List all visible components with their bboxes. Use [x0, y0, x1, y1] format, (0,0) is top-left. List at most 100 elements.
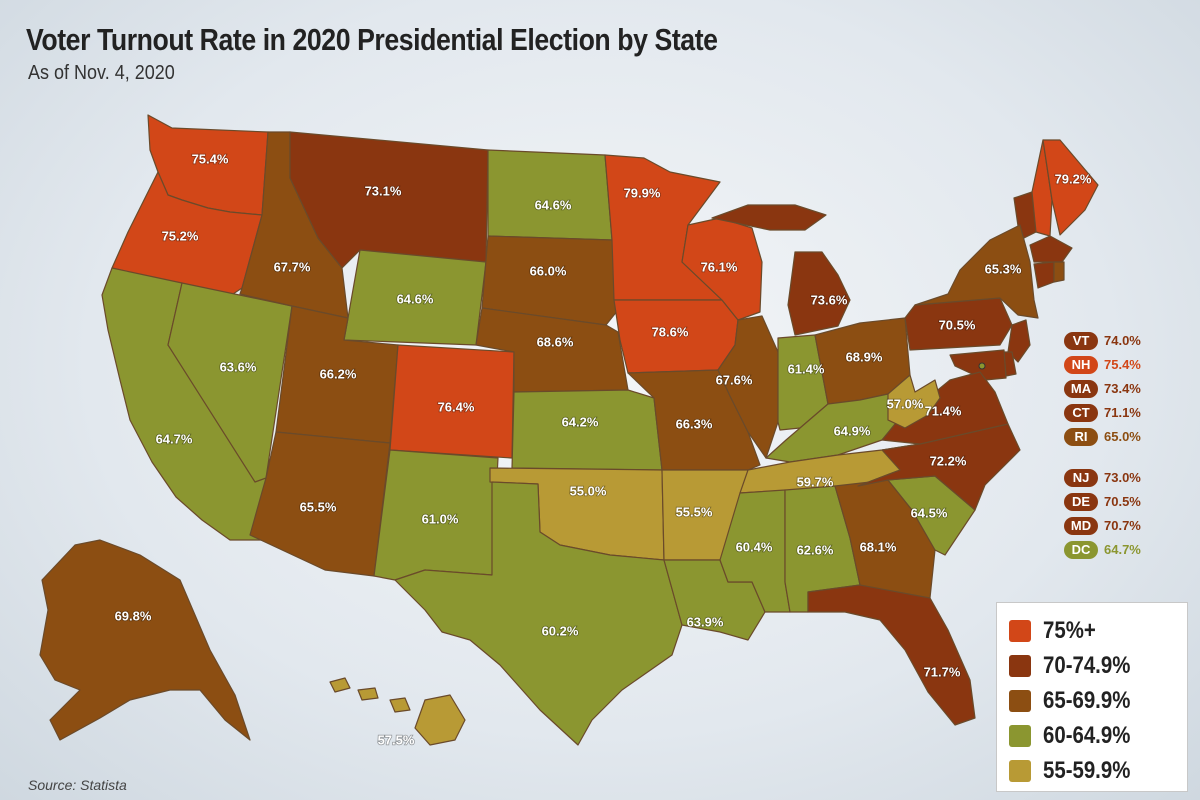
state-mi — [711, 204, 851, 336]
state-label-hi: 57.5% — [378, 732, 415, 747]
state-sd — [481, 235, 619, 326]
small-state-abbr: DE — [1064, 492, 1098, 511]
state-label-sc: 64.5% — [911, 505, 948, 520]
state-label-oh: 68.9% — [846, 349, 883, 364]
state-ma — [1029, 235, 1073, 263]
legend-label: 55-59.9% — [1043, 756, 1131, 784]
state-label-mn: 79.9% — [624, 185, 661, 200]
legend-item: 60-64.9% — [1009, 718, 1175, 753]
small-state-value: 64.7% — [1104, 542, 1141, 557]
legend-item: 75%+ — [1009, 613, 1175, 648]
small-state-ma: MA 73.4% — [1064, 378, 1194, 399]
state-label-il: 67.6% — [716, 372, 753, 387]
state-nh — [1031, 139, 1053, 237]
legend-swatch — [1009, 724, 1031, 747]
legend-swatch — [1009, 759, 1031, 782]
legend-label: 75%+ — [1043, 616, 1096, 644]
state-label-or: 75.2% — [162, 228, 199, 243]
state-label-va: 71.4% — [925, 403, 962, 418]
state-md — [949, 349, 1007, 381]
state-label-wi: 76.1% — [701, 259, 738, 274]
state-label-wa: 75.4% — [192, 151, 229, 166]
small-state-abbr: RI — [1064, 427, 1098, 446]
legend-item: 65-69.9% — [1009, 683, 1175, 718]
map-title: Voter Turnout Rate in 2020 Presidential … — [26, 22, 718, 57]
state-label-ga: 68.1% — [860, 539, 897, 554]
small-state-value: 75.4% — [1104, 357, 1141, 372]
small-state-nh: NH 75.4% — [1064, 354, 1194, 375]
state-label-ut: 66.2% — [320, 366, 357, 381]
small-state-abbr: NH — [1064, 355, 1098, 374]
state-fl — [807, 584, 976, 726]
state-label-id: 67.7% — [274, 259, 311, 274]
small-state-value: 71.1% — [1104, 405, 1141, 420]
state-az — [249, 431, 391, 577]
small-state-md: MD 70.7% — [1064, 515, 1194, 536]
state-label-co: 76.4% — [438, 399, 475, 414]
state-label-ms: 60.4% — [736, 539, 773, 554]
small-state-value: 73.0% — [1104, 470, 1141, 485]
state-nj — [1007, 319, 1031, 363]
state-label-az: 65.5% — [300, 499, 337, 514]
state-label-ca: 64.7% — [156, 431, 193, 446]
small-state-abbr: DC — [1064, 540, 1098, 559]
state-label-ak: 69.8% — [115, 608, 152, 623]
state-label-ne: 68.6% — [537, 334, 574, 349]
state-nd — [487, 149, 613, 241]
legend: 75%+ 70-74.9% 65-69.9% 60-64.9% 55-59.9% — [996, 602, 1188, 792]
state-label-ia: 78.6% — [652, 324, 689, 339]
state-ri — [1053, 261, 1065, 283]
small-state-de: DE 70.5% — [1064, 491, 1194, 512]
state-hi — [329, 677, 466, 746]
state-label-al: 62.6% — [797, 542, 834, 557]
small-state-abbr: VT — [1064, 331, 1098, 350]
legend-label: 65-69.9% — [1043, 686, 1131, 714]
state-label-fl: 71.7% — [924, 664, 961, 679]
legend-swatch — [1009, 689, 1031, 712]
state-label-la: 63.9% — [687, 614, 724, 629]
state-label-wv: 57.0% — [887, 396, 924, 411]
small-state-abbr: NJ — [1064, 468, 1098, 487]
state-wv — [887, 374, 941, 429]
legend-label: 70-74.9% — [1043, 651, 1131, 679]
state-label-mo: 66.3% — [676, 416, 713, 431]
small-state-value: 70.5% — [1104, 494, 1141, 509]
state-label-pa: 70.5% — [939, 317, 976, 332]
small-state-ri: RI 65.0% — [1064, 426, 1194, 447]
state-label-nd: 64.6% — [535, 197, 572, 212]
small-state-abbr: MA — [1064, 379, 1098, 398]
state-ny — [914, 224, 1039, 319]
state-label-mi: 73.6% — [811, 292, 848, 307]
small-state-abbr: MD — [1064, 516, 1098, 535]
state-label-ny: 65.3% — [985, 261, 1022, 276]
legend-item: 55-59.9% — [1009, 753, 1175, 788]
state-tx — [394, 481, 683, 746]
small-state-abbr: CT — [1064, 403, 1098, 422]
state-label-ks: 64.2% — [562, 414, 599, 429]
state-label-nc: 72.2% — [930, 453, 967, 468]
state-label-tx: 60.2% — [542, 623, 579, 638]
state-dc — [978, 362, 986, 370]
small-state-value: 73.4% — [1104, 381, 1141, 396]
state-label-ok: 55.0% — [570, 483, 607, 498]
small-state-dc: DC 64.7% — [1064, 539, 1194, 560]
state-label-sd: 66.0% — [530, 263, 567, 278]
state-label-mt: 73.1% — [365, 183, 402, 198]
state-me — [1042, 139, 1099, 236]
legend-label: 60-64.9% — [1043, 721, 1131, 749]
state-ak — [39, 539, 251, 741]
small-state-nj: NJ 73.0% — [1064, 467, 1194, 488]
small-state-ct: CT 71.1% — [1064, 402, 1194, 423]
state-il — [717, 315, 779, 459]
legend-item: 70-74.9% — [1009, 648, 1175, 683]
state-label-ky: 64.9% — [834, 423, 871, 438]
small-state-value: 70.7% — [1104, 518, 1141, 533]
state-ks — [511, 389, 663, 471]
small-state-value: 65.0% — [1104, 429, 1141, 444]
state-label-tn: 59.7% — [797, 474, 834, 489]
source-note: Source: Statista — [28, 777, 127, 793]
legend-swatch — [1009, 654, 1031, 677]
state-label-nm: 61.0% — [422, 511, 459, 526]
state-label-nv: 63.6% — [220, 359, 257, 374]
